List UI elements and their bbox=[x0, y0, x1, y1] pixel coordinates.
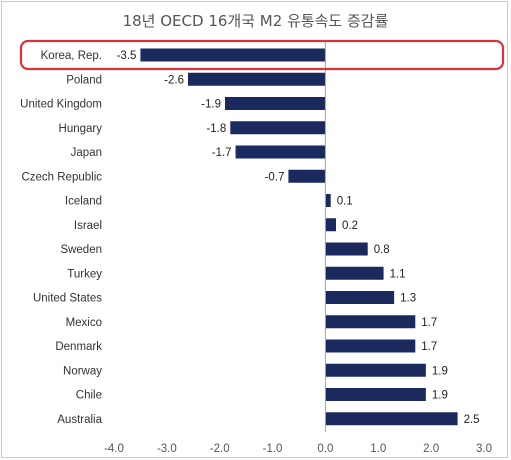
value-label: 1.9 bbox=[432, 365, 448, 377]
value-label: 0.1 bbox=[337, 196, 353, 208]
chart-title: 18년 OECD 16개국 M2 유통속도 증감률 bbox=[122, 12, 389, 30]
value-label: 1.7 bbox=[421, 317, 437, 329]
value-label: -1.9 bbox=[201, 99, 221, 111]
x-tick-label: -2.0 bbox=[210, 443, 230, 455]
bar bbox=[225, 97, 326, 110]
value-label: -3.5 bbox=[117, 50, 137, 62]
x-tick-label: -3.0 bbox=[157, 443, 177, 455]
value-label: 0.8 bbox=[374, 244, 390, 256]
x-tick-label: 3.0 bbox=[476, 443, 492, 455]
value-label: 1.9 bbox=[432, 390, 448, 402]
category-label: Mexico bbox=[66, 317, 102, 329]
value-label: -1.7 bbox=[212, 147, 232, 159]
value-label: -0.7 bbox=[265, 171, 285, 183]
bar bbox=[188, 72, 326, 86]
x-tick-label: 2.0 bbox=[423, 443, 439, 455]
category-label: Chile bbox=[76, 390, 102, 402]
bar bbox=[140, 48, 326, 62]
category-label: Israel bbox=[74, 220, 102, 232]
category-label: United Kingdom bbox=[20, 99, 102, 111]
bar bbox=[325, 266, 384, 280]
x-tick-label: -4.0 bbox=[104, 443, 124, 455]
bar bbox=[288, 169, 326, 183]
x-tick-label: 0.0 bbox=[317, 443, 333, 455]
bar bbox=[325, 218, 336, 232]
category-label: Turkey bbox=[67, 268, 102, 280]
category-label: Denmark bbox=[55, 341, 102, 353]
category-label: Hungary bbox=[59, 123, 103, 135]
highlight-box bbox=[19, 39, 505, 71]
value-label: 1.3 bbox=[400, 293, 416, 305]
x-tick-label: -1.0 bbox=[263, 443, 283, 455]
bar bbox=[325, 315, 416, 329]
value-label: 2.5 bbox=[464, 414, 480, 426]
bar bbox=[325, 291, 395, 304]
category-label: Iceland bbox=[65, 196, 102, 208]
category-label: Norway bbox=[63, 365, 102, 377]
category-label: Poland bbox=[66, 74, 102, 86]
value-label: 0.2 bbox=[342, 220, 358, 232]
bar bbox=[230, 121, 326, 135]
category-label: Korea, Rep. bbox=[41, 50, 102, 62]
category-label: Japan bbox=[71, 147, 102, 159]
bar bbox=[325, 412, 458, 426]
bar bbox=[325, 388, 426, 401]
bar bbox=[325, 194, 331, 207]
x-tick-label: 1.0 bbox=[370, 443, 386, 455]
category-label: Sweden bbox=[60, 244, 102, 256]
bar bbox=[325, 339, 416, 353]
value-label: 1.1 bbox=[390, 268, 406, 280]
category-label: United States bbox=[33, 293, 102, 305]
value-label: -1.8 bbox=[206, 123, 226, 135]
category-label: Australia bbox=[57, 414, 102, 426]
value-label: 1.7 bbox=[421, 341, 437, 353]
bar bbox=[235, 145, 326, 159]
category-label: Czech Republic bbox=[21, 171, 102, 183]
value-label: -2.6 bbox=[164, 74, 184, 86]
bar bbox=[325, 363, 426, 377]
bar bbox=[325, 242, 368, 256]
